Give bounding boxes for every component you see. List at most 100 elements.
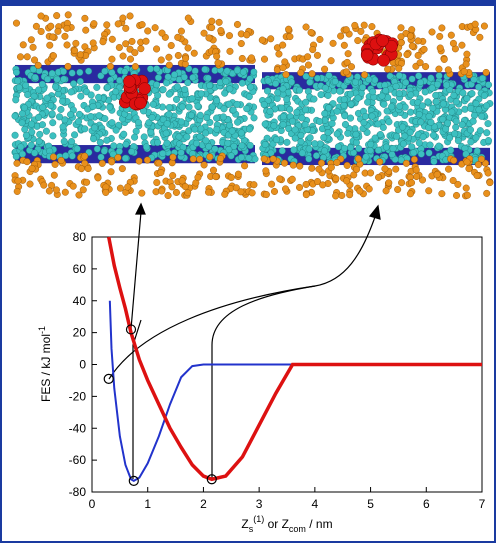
water-bead [451, 130, 459, 138]
head-bead [143, 156, 151, 164]
water-bead [302, 72, 310, 80]
head-bead [414, 37, 422, 45]
x-axis-label: Zs(1) or Zcom / nm [241, 514, 332, 534]
head-bead [61, 32, 69, 40]
water-bead [206, 81, 214, 89]
water-bead [333, 130, 341, 138]
head-bead [440, 55, 448, 63]
head-bead [258, 36, 266, 44]
water-bead [425, 112, 433, 120]
head-bead [346, 191, 354, 199]
head-bead [450, 156, 458, 164]
head-bead [182, 54, 190, 62]
water-bead [270, 122, 278, 130]
water-bead [392, 82, 400, 90]
water-bead [57, 105, 65, 113]
water-bead [484, 120, 492, 128]
head-bead [108, 35, 116, 43]
water-bead [325, 72, 333, 80]
water-bead [393, 132, 401, 140]
connector [130, 211, 142, 330]
water-bead [224, 139, 232, 147]
head-bead [23, 53, 31, 61]
water-bead [421, 88, 429, 96]
head-bead [13, 159, 21, 167]
water-bead [149, 100, 157, 108]
water-bead [272, 136, 280, 144]
water-bead [239, 68, 247, 76]
water-bead [189, 74, 197, 82]
head-bead [454, 180, 462, 188]
water-bead [324, 91, 332, 99]
water-bead [371, 76, 379, 84]
head-bead [200, 29, 208, 37]
water-bead [320, 134, 328, 142]
water-bead [289, 117, 297, 125]
water-bead [274, 89, 282, 97]
head-bead [205, 188, 213, 196]
head-bead [47, 22, 55, 30]
head-bead [445, 165, 453, 173]
head-bead [72, 39, 80, 47]
water-bead [469, 117, 477, 125]
x-tick-label: 4 [312, 497, 319, 511]
water-bead [19, 150, 27, 158]
water-bead [463, 94, 471, 102]
head-bead [344, 50, 352, 58]
head-bead [164, 192, 172, 200]
water-bead [251, 155, 259, 163]
water-bead [49, 132, 57, 140]
water-bead [183, 133, 191, 141]
head-bead [408, 26, 416, 34]
water-bead [134, 119, 142, 127]
head-bead [49, 33, 57, 41]
water-bead [103, 83, 111, 91]
water-bead [374, 146, 382, 154]
water-bead [153, 81, 161, 89]
water-bead [360, 119, 368, 127]
water-bead [435, 72, 443, 80]
head-bead [484, 169, 492, 177]
water-bead [264, 77, 272, 85]
water-bead [148, 114, 156, 122]
water-bead [462, 150, 470, 158]
water-bead [185, 103, 193, 111]
water-bead [361, 112, 369, 120]
head-bead [375, 173, 383, 181]
water-bead [272, 80, 280, 88]
head-bead [13, 187, 21, 195]
head-bead [296, 162, 304, 170]
water-bead [13, 68, 21, 76]
water-bead [97, 72, 105, 80]
water-bead [140, 133, 148, 141]
head-bead [313, 51, 321, 59]
water-bead [351, 78, 359, 86]
head-bead [319, 181, 327, 189]
water-bead [336, 87, 344, 95]
water-bead [59, 97, 67, 105]
water-bead [31, 149, 39, 157]
head-bead [200, 161, 208, 169]
head-bead [144, 27, 152, 35]
water-bead [31, 73, 39, 81]
head-bead [165, 61, 173, 69]
head-bead [27, 36, 35, 44]
head-bead [89, 39, 97, 47]
water-bead [382, 87, 390, 95]
head-bead [332, 192, 340, 200]
head-bead [106, 62, 114, 70]
water-bead [165, 110, 173, 118]
head-bead [471, 20, 479, 28]
x-tick-label: 6 [423, 497, 430, 511]
head-bead [282, 71, 290, 79]
head-bead [213, 52, 221, 60]
head-bead [40, 181, 48, 189]
water-bead [362, 153, 370, 161]
water-bead [35, 113, 43, 121]
water-bead [250, 68, 258, 76]
water-bead [38, 80, 46, 88]
head-bead [28, 164, 36, 172]
head-bead [241, 162, 249, 170]
water-bead [87, 113, 95, 121]
water-bead [35, 137, 43, 145]
